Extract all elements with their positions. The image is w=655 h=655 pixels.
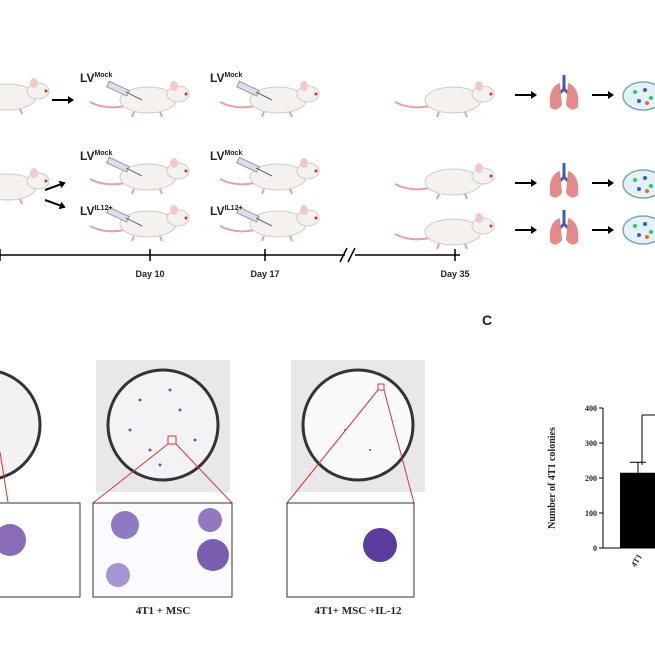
injection-label: LVMock bbox=[210, 71, 242, 85]
panel-label: C bbox=[482, 312, 492, 328]
photo-caption: 4T1 + MSC bbox=[136, 605, 191, 617]
injection-base: LV bbox=[210, 149, 224, 163]
injection-sup: Mock bbox=[224, 150, 242, 157]
injection-label: LVIL12+ bbox=[80, 204, 113, 218]
y-tick-label: 400 bbox=[585, 404, 597, 413]
schematic bbox=[0, 73, 655, 263]
y-tick-label: 300 bbox=[585, 439, 597, 448]
injection-sup: IL12+ bbox=[94, 205, 112, 212]
injection-base: LV bbox=[210, 204, 224, 218]
photo-caption: 4T1+ MSC +IL-12 bbox=[314, 605, 402, 617]
injection-base: LV bbox=[80, 71, 94, 85]
y-tick-label: 0 bbox=[593, 544, 597, 553]
y-axis-label: Number of 4T1 colonies bbox=[547, 427, 558, 529]
y-tick-label: 100 bbox=[585, 509, 597, 518]
injection-sup: Mock bbox=[224, 72, 242, 79]
injection-label: LVMock bbox=[210, 149, 242, 163]
injection-base: LV bbox=[210, 71, 224, 85]
injection-sup: IL12+ bbox=[224, 205, 242, 212]
injection-base: LV bbox=[80, 204, 94, 218]
y-tick-label: 200 bbox=[585, 474, 597, 483]
injection-base: LV bbox=[80, 149, 94, 163]
day-label: Day 10 bbox=[135, 269, 164, 279]
injection-label: LVMock bbox=[80, 71, 112, 85]
bar bbox=[620, 472, 655, 548]
injection-label: LVMock bbox=[80, 149, 112, 163]
injection-sup: Mock bbox=[94, 72, 112, 79]
injection-label: LVIL12+ bbox=[210, 204, 243, 218]
day-label: Day 35 bbox=[440, 269, 469, 279]
bar-chart: 0 100 200 300 400 Number of 4T1 colonies 4T1 bbox=[547, 404, 655, 569]
photos bbox=[0, 360, 425, 598]
injection-sup: Mock bbox=[94, 150, 112, 157]
day-label: Day 17 bbox=[250, 269, 279, 279]
x-tick-label: 4T1 bbox=[629, 553, 643, 569]
